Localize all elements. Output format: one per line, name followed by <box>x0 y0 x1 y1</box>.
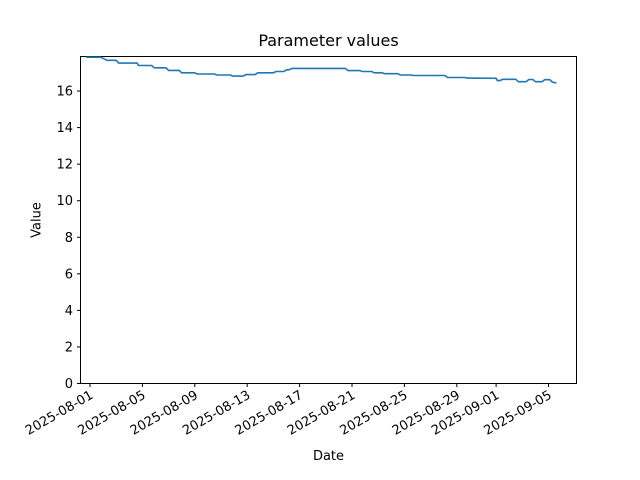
y-tick-label: 6 <box>65 267 73 282</box>
chart-title: Parameter values <box>258 31 399 50</box>
y-tick-label: 14 <box>56 121 73 136</box>
y-tick-label: 2 <box>65 340 73 355</box>
y-tick-label: 16 <box>56 85 73 100</box>
y-tick-label: 12 <box>56 158 73 173</box>
axes-layer: 02468101214162025-08-012025-08-052025-08… <box>23 56 577 439</box>
y-axis-title: Value <box>29 202 45 238</box>
y-tick-label: 8 <box>65 231 73 246</box>
line-series <box>86 56 557 84</box>
y-tick-label: 0 <box>65 377 73 392</box>
y-tick-label: 10 <box>56 194 73 209</box>
plot-frame <box>80 56 577 384</box>
y-tick-label: 4 <box>65 304 73 319</box>
parameter-line <box>86 56 557 84</box>
x-axis-title: Date <box>312 449 345 464</box>
